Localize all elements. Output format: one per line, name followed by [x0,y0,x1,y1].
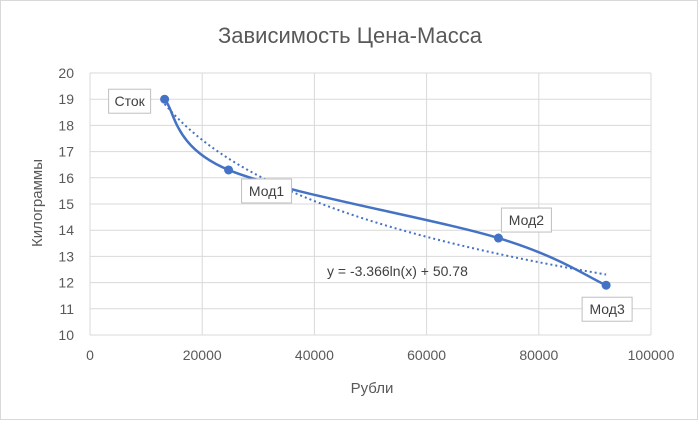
data-point [601,280,611,290]
point-label-text: Мод2 [509,212,544,228]
series-line [163,98,607,287]
x-tick-label: 80000 [519,347,558,363]
y-tick-labels: 10 11 12 13 14 15 16 17 18 19 20 [58,65,74,343]
y-tick-label: 16 [58,170,74,186]
y-tick-label: 11 [59,301,74,317]
point-label: Мод2 [500,207,552,233]
x-tick-label: 0 [86,347,94,363]
data-point [224,165,234,175]
y-tick-label: 18 [58,117,74,133]
point-label-box [500,207,552,233]
x-tick-label: 20000 [183,347,222,363]
x-tick-label: 100000 [628,347,675,363]
data-point [160,94,170,104]
y-tick-label: 20 [58,65,74,81]
y-tick-label: 10 [58,327,74,343]
y-tick-label: 12 [58,275,74,291]
point-label-box [241,178,293,204]
point-label-box [581,296,633,322]
point-label: Сток [108,88,152,114]
x-tick-label: 60000 [407,347,446,363]
x-tick-labels: 0 20000 40000 60000 80000 100000 [86,347,674,363]
y-tick-label: 15 [58,196,74,212]
point-label: Мод3 [581,296,633,322]
point-label-text: Мод3 [589,301,624,317]
point-label-text: Сток [114,93,145,109]
y-tick-label: 19 [58,91,74,107]
chart-title: Зависимость Цена-Масса [218,23,483,48]
trendline-equation: y = -3.366ln(x) + 50.78 [327,263,468,279]
point-labels: Сток Мод1 Мод2 Мод3 [108,88,633,322]
trendline [163,103,607,276]
point-label-box [108,88,152,114]
y-tick-label: 13 [58,248,74,264]
point-label: Мод1 [241,178,293,204]
point-label-text: Мод1 [249,183,284,199]
data-points [160,94,611,290]
y-tick-label: 17 [58,144,74,160]
y-axis-label: Килограммы [29,159,46,247]
y-tick-label: 14 [58,222,74,238]
gridlines [89,72,652,336]
x-tick-label: 40000 [295,347,334,363]
data-point [493,233,503,243]
x-axis-label: Рубли [351,380,394,397]
